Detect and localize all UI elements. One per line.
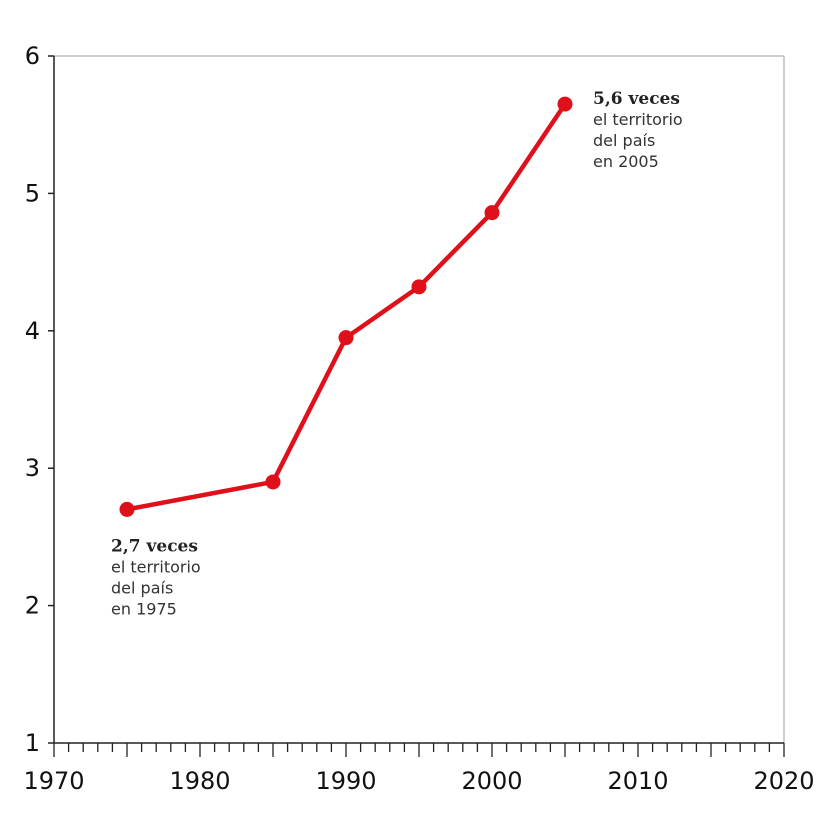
data-point [338,330,354,346]
annotation-bold-text: 2,7 veces [111,536,198,556]
annotation-text-line: en 1975 [111,599,177,618]
y-tick-label: 3 [25,454,40,482]
x-tick-label: 1990 [315,767,376,795]
y-tick-label: 2 [25,592,40,620]
x-tick-label: 2010 [607,767,668,795]
data-point [265,474,281,490]
annotation-text-line: del país [593,131,655,150]
data-point [119,501,135,517]
annotation-text-line: el territorio [111,557,201,576]
annotation-text-line: del país [111,578,173,597]
series-line [124,101,568,512]
data-point [411,279,427,295]
x-tick-label: 1970 [23,767,84,795]
annotation-text-line: el territorio [593,110,683,129]
y-tick-label: 1 [25,729,40,757]
y-tick-label: 4 [25,317,40,345]
y-tick-label: 6 [25,42,40,70]
x-tick-label: 2000 [461,767,522,795]
data-point [557,96,573,112]
data-point [484,205,500,221]
x-tick-label: 2020 [753,767,814,795]
y-tick-label: 5 [25,179,40,207]
annotation-bold-text: 5,6 veces [593,89,680,109]
annotation-text-line: en 2005 [593,152,659,171]
x-tick-label: 1980 [169,767,230,795]
